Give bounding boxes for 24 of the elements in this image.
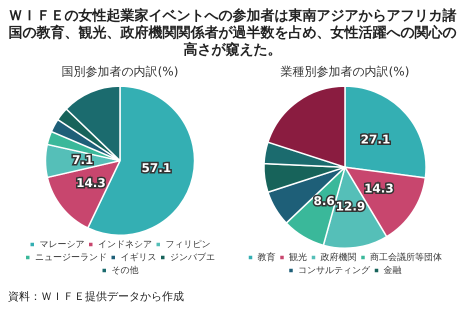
text: 資料：ＷＩＦＥ提供データから作成 bbox=[8, 289, 185, 304]
legend-label: インドネシア bbox=[98, 240, 152, 250]
legend-label: マレーシア bbox=[39, 240, 84, 250]
legend-label: 金融 bbox=[384, 264, 402, 276]
legend-label: その他 bbox=[111, 264, 138, 276]
legend-label: 観光 bbox=[289, 252, 307, 263]
chart-title: 業種別参加者の内訳(%) bbox=[280, 64, 410, 78]
data-label: 57.1 bbox=[142, 161, 172, 176]
text: ＷＩＦＥの女性起業家イベントへの参加者は東南アジアからアフリカ諸国の教育、観光、政府機関関係者が過半数を占め、女性活躍への関心の高さが窺えた。 bbox=[8, 8, 457, 59]
legend-label: 教育 bbox=[258, 252, 276, 263]
legend-label: コンサルティング bbox=[298, 264, 371, 276]
data-label: 8.6 bbox=[314, 194, 335, 208]
legend-label: イギリス bbox=[120, 252, 156, 263]
legend-label: ジンバブエ bbox=[170, 252, 215, 263]
data-label: 12.9 bbox=[336, 199, 366, 214]
legend-label: 政府機関 bbox=[320, 252, 356, 263]
data-label: 27.1 bbox=[360, 132, 390, 147]
legend-label: フィリピン bbox=[165, 238, 210, 250]
data-label: 14.3 bbox=[76, 176, 106, 190]
data-label: 7.1 bbox=[72, 152, 94, 167]
data-label: 14.3 bbox=[364, 182, 394, 196]
legend-label: 商工会議所等団体 bbox=[370, 252, 442, 263]
chart-title: 国別参加者の内訳(%) bbox=[62, 64, 178, 78]
legend-label: ニュージーランド bbox=[34, 252, 107, 263]
